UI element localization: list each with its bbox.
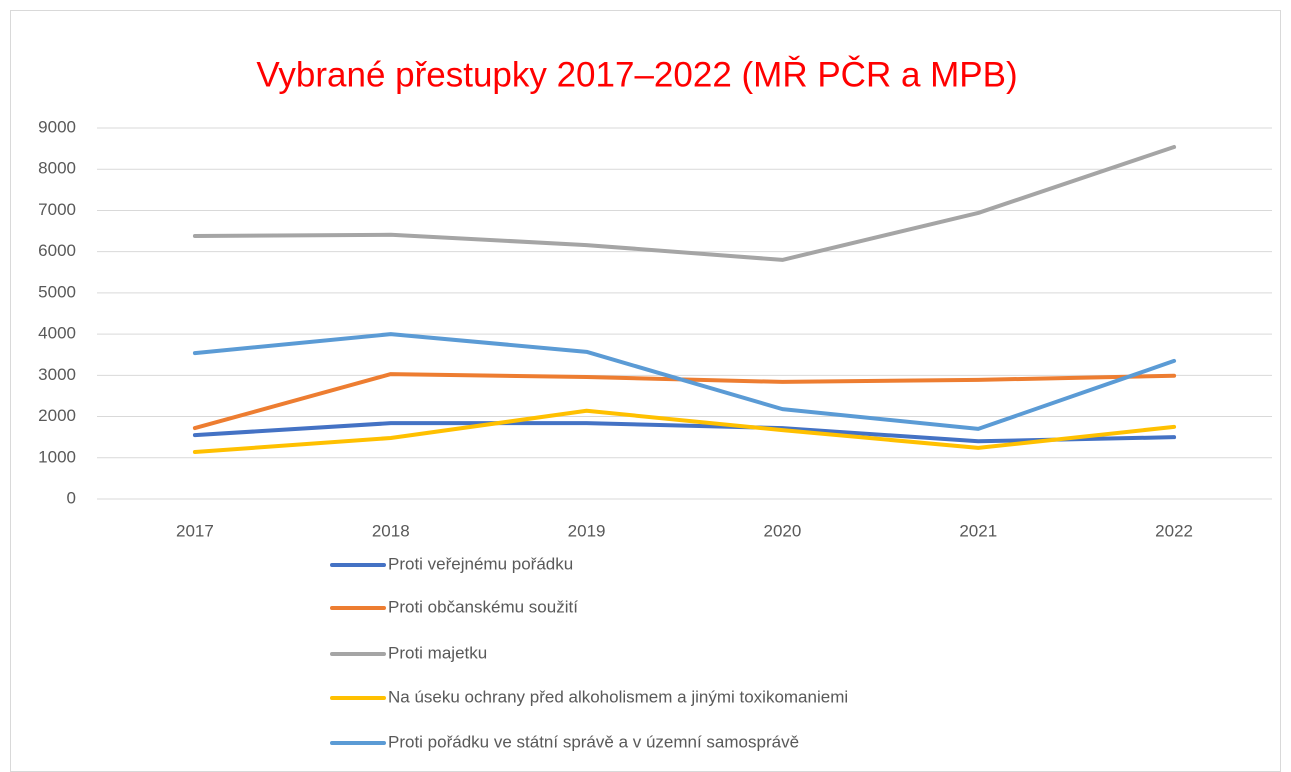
legend-label: Proti občanskému soužití: [388, 597, 578, 616]
legend-label: Na úseku ochrany před alkoholismem a jin…: [388, 687, 848, 706]
y-tick-label: 9000: [38, 117, 76, 136]
y-tick-label: 5000: [38, 282, 76, 301]
y-tick-label: 4000: [38, 324, 76, 343]
y-tick-label: 6000: [38, 241, 76, 260]
x-tick-label: 2020: [764, 521, 802, 540]
series-line: [192, 408, 1177, 455]
x-tick-label: 2017: [176, 521, 214, 540]
series-line: [192, 332, 1177, 431]
y-tick-label: 8000: [38, 159, 76, 178]
legend-label: Proti majetku: [388, 643, 487, 662]
chart-title: Vybrané přestupky 2017–2022 (MŘ PČR a MP…: [256, 55, 1017, 94]
legend-label: Proti veřejnému pořádku: [388, 554, 573, 573]
y-tick-label: 7000: [38, 200, 76, 219]
series-line: [192, 421, 1177, 444]
y-tick-label: 0: [67, 488, 76, 507]
x-tick-label: 2019: [568, 521, 606, 540]
series-line: [192, 144, 1177, 262]
x-tick-label: 2018: [372, 521, 410, 540]
x-tick-label: 2021: [959, 521, 997, 540]
chart-border: [10, 10, 1281, 772]
y-tick-label: 3000: [38, 365, 76, 384]
x-tick-label: 2022: [1155, 521, 1193, 540]
legend-label: Proti pořádku ve státní správě a v územn…: [388, 732, 799, 751]
y-tick-label: 1000: [38, 447, 76, 466]
y-tick-label: 2000: [38, 406, 76, 425]
